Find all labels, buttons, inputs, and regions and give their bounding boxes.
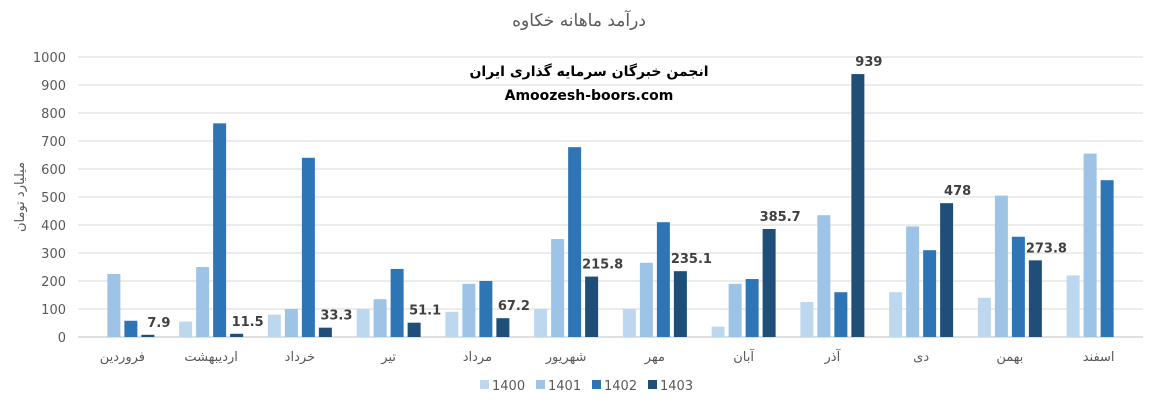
bar-1402 bbox=[479, 281, 493, 337]
y-tick-label: 1000 bbox=[33, 51, 66, 66]
x-tick-label: آبان bbox=[733, 348, 755, 365]
legend-swatch-1400 bbox=[480, 380, 489, 389]
bar-1400 bbox=[1066, 275, 1080, 337]
bar-1401 bbox=[107, 274, 121, 337]
y-tick-label: 700 bbox=[41, 135, 66, 150]
x-tick-label: مهر bbox=[644, 350, 665, 365]
y-tick-label: 800 bbox=[41, 107, 66, 122]
y-tick-label: 200 bbox=[41, 275, 66, 290]
watermark-line-1: انجمن خبرگان سرمایه گذاری ایران bbox=[469, 63, 708, 80]
x-tick-label: اسفند bbox=[1083, 350, 1115, 365]
legend: 1400 1401 1402 1403 bbox=[480, 379, 693, 394]
bar-1401 bbox=[994, 195, 1008, 337]
bar-1401 bbox=[551, 239, 565, 337]
bar-1400 bbox=[356, 309, 370, 337]
legend-label: 1402 bbox=[604, 379, 637, 394]
data-label: 33.3 bbox=[320, 309, 352, 324]
x-tick-label: شهریور bbox=[545, 350, 587, 365]
x-tick-label: فروردین bbox=[100, 350, 145, 365]
data-label: 273.8 bbox=[1026, 241, 1067, 256]
x-tick-label: تیر bbox=[380, 350, 396, 365]
data-label: 215.8 bbox=[582, 258, 623, 273]
bar-1401 bbox=[1083, 153, 1097, 337]
legend-swatch-1401 bbox=[536, 380, 545, 389]
y-axis-ticks: 0 100 200 300 400 500 600 700 800 900 1000 bbox=[33, 51, 66, 346]
data-label: 478 bbox=[944, 184, 971, 199]
bar-1402 bbox=[124, 320, 138, 337]
y-tick-label: 900 bbox=[41, 79, 66, 94]
chart-title: درآمد ماهانه خکاوه bbox=[512, 9, 646, 31]
bar-1403 bbox=[762, 229, 776, 337]
y-tick-label: 500 bbox=[41, 191, 66, 206]
bar-1402 bbox=[923, 250, 937, 337]
bar-1400 bbox=[800, 302, 814, 337]
bar-1402 bbox=[1100, 180, 1114, 337]
bar-1402 bbox=[1011, 236, 1025, 337]
bars bbox=[107, 74, 1114, 337]
y-tick-label: 600 bbox=[41, 163, 66, 178]
bar-1402 bbox=[301, 157, 315, 337]
bar-1401 bbox=[373, 299, 387, 337]
bar-1403 bbox=[318, 327, 332, 337]
bar-1400 bbox=[711, 326, 725, 337]
bar-1403 bbox=[585, 276, 599, 337]
y-tick-label: 100 bbox=[41, 303, 66, 318]
bar-1403 bbox=[141, 334, 155, 337]
bar-1403 bbox=[940, 203, 954, 337]
y-tick-label: 300 bbox=[41, 247, 66, 262]
bar-1400 bbox=[889, 292, 903, 337]
bar-1400 bbox=[622, 309, 636, 337]
bar-1403 bbox=[230, 333, 244, 337]
legend-label: 1403 bbox=[660, 379, 693, 394]
bar-1403 bbox=[851, 74, 865, 337]
bar-1403 bbox=[1028, 260, 1042, 337]
bar-1401 bbox=[284, 309, 298, 337]
bar-1403 bbox=[407, 322, 421, 337]
data-label: 235.1 bbox=[671, 252, 712, 267]
bar-1400 bbox=[534, 309, 548, 337]
data-label: 385.7 bbox=[760, 210, 801, 225]
data-label: 67.2 bbox=[498, 299, 530, 314]
bar-1401 bbox=[817, 215, 831, 337]
bar-1400 bbox=[179, 321, 193, 337]
legend-label: 1401 bbox=[548, 379, 581, 394]
bar-1400 bbox=[267, 314, 281, 337]
bar-1402 bbox=[834, 292, 848, 337]
x-axis-ticks: فروردین اردیبهشت خرداد تیر مرداد شهریور مهر آبا… bbox=[100, 348, 1115, 365]
data-label: 51.1 bbox=[409, 304, 441, 319]
bar-1401 bbox=[906, 226, 920, 337]
data-label: 7.9 bbox=[147, 316, 170, 331]
x-tick-label: اردیبهشت bbox=[184, 350, 238, 365]
legend-swatch-1403 bbox=[648, 380, 657, 389]
bar-1402 bbox=[745, 279, 759, 337]
x-tick-label: دی bbox=[913, 350, 929, 365]
bar-1400 bbox=[977, 297, 991, 337]
watermark-line-2: Amoozesh-boors.com bbox=[505, 88, 674, 104]
legend-swatch-1402 bbox=[592, 380, 601, 389]
bar-1401 bbox=[196, 267, 210, 337]
data-labels: 7.9 11.5 33.3 51.1 67.2 215.8 235.1 385.7 939 478… bbox=[147, 55, 1067, 331]
bar-1403 bbox=[496, 318, 510, 337]
bar-1402 bbox=[568, 147, 582, 337]
bar-1400 bbox=[445, 311, 459, 337]
gridlines bbox=[78, 56, 1143, 338]
y-tick-label: 400 bbox=[41, 219, 66, 234]
y-axis-label: میلیارد تومان bbox=[13, 162, 28, 232]
data-label: 939 bbox=[855, 55, 882, 70]
bar-1402 bbox=[390, 268, 404, 337]
x-tick-label: آذر bbox=[824, 348, 842, 365]
x-tick-label: مرداد bbox=[463, 350, 492, 365]
x-tick-label: بهمن bbox=[996, 350, 1023, 365]
y-tick-label: 0 bbox=[58, 331, 66, 346]
bar-1401 bbox=[639, 262, 653, 337]
data-label: 11.5 bbox=[232, 315, 264, 330]
bar-1402 bbox=[656, 222, 670, 337]
bar-1403 bbox=[673, 271, 687, 337]
bar-1401 bbox=[462, 283, 476, 337]
bar-1402 bbox=[213, 123, 227, 337]
bar-1401 bbox=[728, 283, 742, 337]
legend-label: 1400 bbox=[492, 379, 525, 394]
x-tick-label: خرداد bbox=[285, 350, 315, 365]
